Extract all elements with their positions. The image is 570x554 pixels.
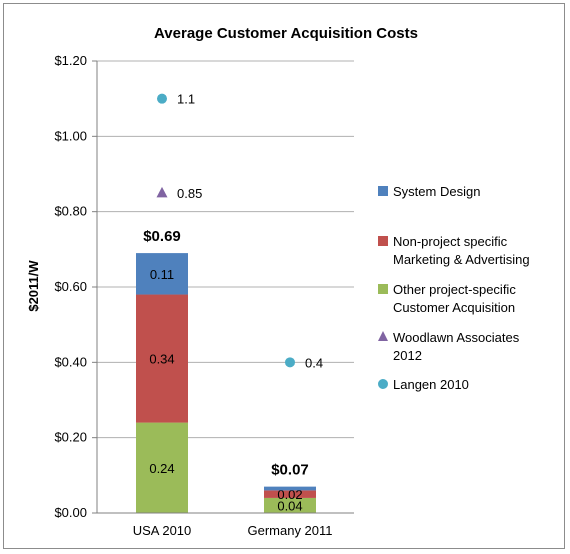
x-tick-label: USA 2010 [133, 523, 192, 538]
x-tick-label: Germany 2011 [247, 523, 332, 538]
y-tick-label: $0.80 [54, 204, 87, 219]
marker-point-circle [285, 357, 295, 368]
legend-label: Non-project specific [393, 234, 508, 249]
marker-data-label: 0.4 [305, 355, 323, 370]
bar-segment [136, 253, 188, 295]
legend-item: Non-project specific Marketing & Advertis… [378, 234, 530, 267]
legend: System Design Non-project specific Marketi… [378, 184, 530, 392]
y-tick-label: $0.60 [54, 279, 87, 294]
bar-data-label: 0.02 [277, 487, 302, 502]
bars: 0.24 0.34 0.11 $0.69 0.040.02 $0.07 [136, 228, 316, 513]
y-tick-label: $0.00 [54, 505, 87, 520]
legend-swatch-circle [378, 379, 388, 389]
legend-item: Langen 2010 [378, 377, 469, 392]
legend-label: Langen 2010 [393, 377, 469, 392]
marker-point-triangle [156, 186, 168, 198]
legend-item: System Design [378, 184, 480, 199]
bar-data-label: 0.34 [149, 352, 174, 367]
chart-title: Average Customer Acquisition Costs [154, 25, 418, 42]
y-tick-label: $0.40 [54, 354, 87, 369]
y-axis-label: $2011/W [26, 260, 41, 312]
bar-segment [264, 490, 316, 498]
bar-segment [136, 422, 188, 513]
bar-data-label: 0.24 [149, 461, 174, 476]
y-tick-label: $0.20 [54, 430, 87, 445]
legend-label: Customer Acquisition [393, 300, 515, 315]
bar-total-label: $0.07 [271, 462, 309, 479]
bar-total-label: $0.69 [143, 228, 181, 245]
legend-label: Woodlawn Associates [393, 330, 520, 345]
legend-label: System Design [393, 184, 480, 199]
marker-data-label: 0.85 [177, 186, 202, 201]
marker-data-label: 1.1 [177, 92, 195, 107]
legend-label: Other project-specific [393, 282, 516, 297]
axes: $0.00 $0.20 $0.40 $0.60 $0.80 $1.00 $1.20 USA 2… [54, 53, 354, 538]
bar-segment [136, 294, 188, 423]
legend-label: Marketing & Advertising [393, 252, 530, 267]
legend-swatch-triangle [378, 331, 388, 341]
legend-swatch [378, 236, 388, 246]
bar-segment [264, 486, 316, 491]
bar-data-label: 0.04 [277, 498, 302, 513]
legend-label: 2012 [393, 348, 422, 363]
legend-item: Other project-specific Customer Acquisiti… [378, 282, 516, 315]
marker-points: 0.85 1.1 0.4 [156, 92, 323, 370]
y-tick-label: $1.00 [54, 128, 87, 143]
legend-swatch [378, 284, 388, 294]
gridlines [97, 60, 354, 439]
bar-segment [264, 497, 316, 513]
y-tick-label: $1.20 [54, 53, 87, 68]
legend-swatch [378, 186, 388, 196]
marker-point-circle [157, 93, 167, 104]
bar-data-label: 0.11 [150, 267, 174, 282]
legend-item: Woodlawn Associates 2012 [378, 330, 520, 363]
